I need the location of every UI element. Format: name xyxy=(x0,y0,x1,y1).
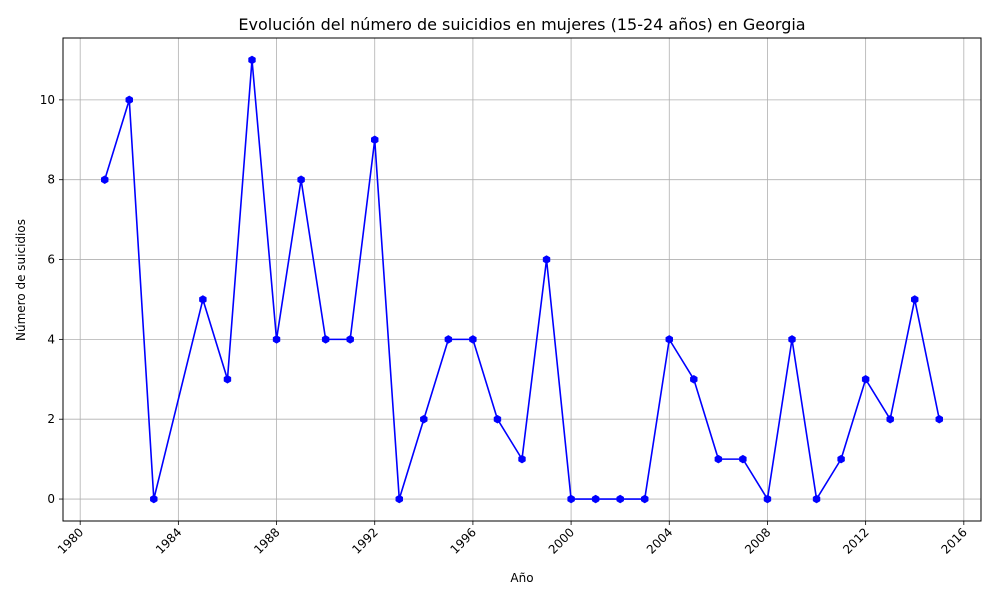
chart-title: Evolución del número de suicidios en muj… xyxy=(238,15,805,34)
y-tick-label: 6 xyxy=(47,253,55,267)
data-point xyxy=(788,335,796,344)
data-point xyxy=(763,494,772,504)
data-point xyxy=(321,335,330,344)
y-tick-label: 8 xyxy=(47,173,55,187)
data-point xyxy=(641,494,649,504)
data-point xyxy=(346,335,354,344)
data-point xyxy=(665,335,673,344)
series-line xyxy=(103,59,941,500)
data-point xyxy=(690,375,698,384)
data-point xyxy=(199,295,207,304)
data-point xyxy=(567,494,575,504)
y-tick-label: 2 xyxy=(47,412,55,426)
data-point xyxy=(469,335,477,344)
data-point xyxy=(886,414,894,424)
data-point xyxy=(223,375,232,384)
data-series xyxy=(101,55,943,504)
y-axis-title: Número de suicidios xyxy=(14,219,28,341)
data-point xyxy=(248,55,256,65)
data-point xyxy=(150,494,158,504)
data-point xyxy=(739,454,747,464)
x-axis-title: Año xyxy=(510,571,533,585)
y-tick-label: 4 xyxy=(47,332,55,346)
data-point xyxy=(591,494,600,504)
data-point xyxy=(444,335,453,344)
data-point xyxy=(714,454,723,464)
data-point xyxy=(493,414,502,424)
data-point xyxy=(101,175,109,184)
y-tick-label: 10 xyxy=(40,93,55,107)
data-point xyxy=(272,335,281,344)
data-point xyxy=(616,494,624,504)
data-point xyxy=(518,454,526,464)
data-point xyxy=(420,414,428,424)
data-point xyxy=(837,454,845,464)
data-point xyxy=(812,494,821,504)
data-point xyxy=(911,295,919,304)
data-point xyxy=(125,95,133,105)
data-point xyxy=(297,175,305,184)
y-tick-label: 0 xyxy=(47,492,55,506)
data-point xyxy=(542,255,551,264)
grid xyxy=(63,38,981,521)
plot-frame xyxy=(62,37,982,522)
data-point xyxy=(861,375,870,384)
data-point xyxy=(395,494,403,504)
data-point xyxy=(935,414,943,424)
data-point xyxy=(371,135,379,145)
